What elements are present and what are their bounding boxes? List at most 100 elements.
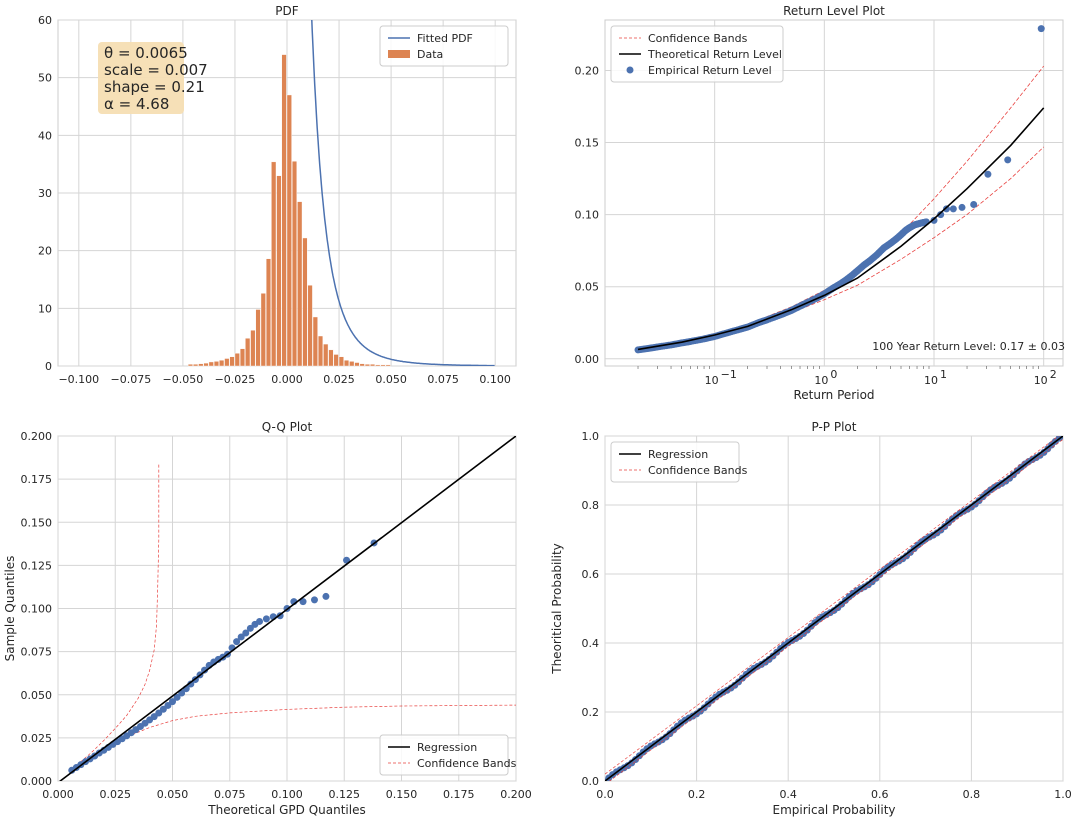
y-tick-label: 0.050: [21, 689, 53, 702]
y-tick-label: 0.2: [582, 706, 600, 719]
histogram-bar: [302, 237, 308, 367]
legend-box: [610, 25, 784, 83]
regression-line: [58, 436, 516, 781]
histogram-bar: [323, 343, 329, 367]
x-tick-label: 1.0: [1054, 788, 1072, 801]
qq-panel: 0.000 0.025 0.050 0.075 0.100 0.125 0.150 0.175…: [3, 420, 532, 817]
x-tick-label: 0.075: [427, 373, 459, 386]
legend-box: [379, 25, 509, 67]
y-tick-label: 10: [38, 302, 52, 315]
histogram-bar: [271, 161, 277, 367]
y-tick-label: 30: [38, 187, 52, 200]
legend: Fitted PDF Data: [379, 25, 509, 67]
histogram-bar: [203, 362, 209, 367]
histogram-bar: [375, 364, 381, 367]
empirical-point: [1004, 156, 1012, 164]
legend-label: Regression: [648, 448, 708, 461]
histogram-bar: [224, 358, 230, 367]
histogram-bar: [328, 349, 334, 367]
histogram-bar: [250, 330, 256, 367]
legend-label: Empirical Return Level: [648, 64, 772, 77]
qq-point: [310, 596, 318, 604]
x-tick-label: −0.050: [163, 373, 204, 386]
empirical-point: [1037, 25, 1045, 33]
x-tick-label: 0.025: [100, 788, 132, 801]
histogram-bar: [208, 361, 214, 367]
x-axis-label: Theoretical GPD Quantiles: [207, 803, 365, 817]
upper-confidence-band: [605, 436, 1060, 775]
legend-label: Confidence Bands: [648, 32, 748, 45]
empirical-point: [970, 201, 978, 209]
histogram-bar: [193, 364, 199, 367]
qq-point: [322, 592, 330, 600]
annotation-line: α = 4.68: [104, 95, 169, 113]
legend-box: [610, 441, 740, 483]
histogram-bar: [344, 360, 350, 367]
histogram-bar: [385, 364, 391, 367]
qq-point: [233, 638, 241, 646]
pdf-panel: −0.100 −0.075 −0.050 −0.025 0.000 0.025 0.050 0…: [38, 4, 517, 386]
x-tick-label: 0.100: [479, 373, 511, 386]
x-tick-exponent: 2: [1050, 368, 1057, 381]
y-tick-label: 0.15: [575, 137, 600, 150]
x-tick-label: 0.175: [443, 788, 475, 801]
y-tick-label: 0.6: [582, 568, 600, 581]
x-tick-label: 10: [705, 374, 719, 387]
x-tick-label: 0.050: [157, 788, 189, 801]
empirical-point: [984, 170, 992, 178]
y-tick-label: 60: [38, 14, 52, 27]
y-tick-label: 0.10: [575, 209, 600, 222]
y-tick-label: 0.8: [582, 499, 600, 512]
empirical-point: [949, 205, 957, 213]
return-level-panel: 10 −1 10 0 10 1 10 20.000.050.100.150.20Return …: [575, 4, 1066, 402]
qq-point: [256, 617, 264, 625]
legend-label: Confidence Bands: [417, 757, 517, 770]
x-tick-label: 10: [814, 374, 828, 387]
qq-point: [237, 633, 245, 641]
legend-label: Fitted PDF: [417, 32, 473, 45]
fitted-pdf-line: [311, 20, 495, 366]
histogram-bar: [255, 309, 261, 367]
y-tick-label: 0.20: [575, 64, 600, 77]
histogram-bar: [380, 364, 386, 367]
x-tick-exponent: 1: [940, 368, 947, 381]
legend: Confidence Bands Theoretical Return Level…: [610, 25, 784, 83]
theoretical-return-line: [637, 107, 1045, 351]
qq-point: [187, 680, 195, 688]
return-level-annotation: 100 Year Return Level: 0.17 ± 0.03: [872, 340, 1065, 353]
histogram-bar: [307, 285, 313, 367]
qq-point: [343, 556, 351, 564]
x-tick-label: 0.050: [375, 373, 407, 386]
histogram-bar: [219, 360, 225, 367]
x-tick-label: 10: [1034, 374, 1048, 387]
histogram-bar: [338, 356, 344, 367]
x-tick-label: 0.125: [329, 788, 361, 801]
qq-point: [246, 624, 254, 632]
y-tick-label: 0.175: [21, 473, 53, 486]
chart-title: Q-Q Plot: [262, 420, 313, 434]
x-tick-exponent: −1: [721, 368, 737, 381]
histogram-bar: [260, 293, 266, 367]
histogram-bar: [370, 364, 376, 367]
y-axis-label: Sample Quantiles: [3, 556, 17, 662]
x-tick-label: 0.075: [214, 788, 246, 801]
x-tick-label: 0.150: [386, 788, 418, 801]
y-tick-label: 1.0: [582, 430, 600, 443]
x-tick-label: 10: [924, 374, 938, 387]
histogram-bar: [276, 175, 282, 367]
empirical-point: [930, 216, 938, 224]
histogram-bar: [213, 361, 219, 367]
histogram-bar: [245, 338, 251, 367]
x-tick-label: 0.200: [500, 788, 532, 801]
legend: Regression Confidence Bands: [379, 734, 517, 776]
empirical-point: [937, 211, 945, 219]
y-tick-label: 0: [45, 360, 52, 373]
qq-point: [299, 598, 307, 606]
y-tick-label: 0.000: [21, 775, 53, 788]
y-tick-label: 0.4: [582, 637, 600, 650]
histogram-bar: [364, 364, 370, 367]
histogram-bar: [265, 258, 271, 367]
annotation-box: [98, 42, 184, 114]
histogram-bar: [359, 363, 365, 367]
